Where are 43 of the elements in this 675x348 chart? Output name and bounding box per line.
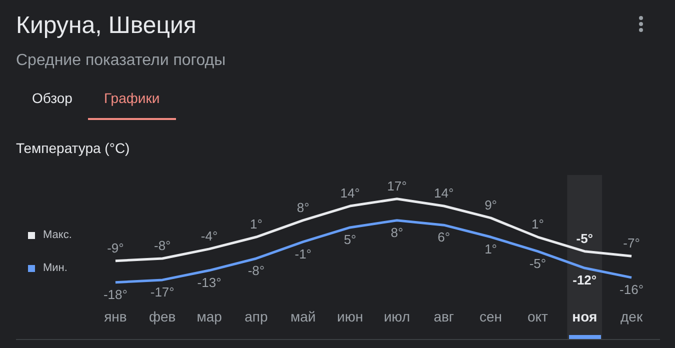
- x-tick-label: май: [290, 308, 316, 324]
- data-label: 1°: [250, 216, 262, 232]
- x-tick-label: июл: [384, 308, 410, 324]
- legend-label: Мин.: [43, 262, 68, 274]
- data-label: -13°: [197, 274, 222, 290]
- data-label: -16°: [620, 282, 644, 298]
- x-tick-label: дек: [620, 308, 644, 324]
- x-tick-label: ноя: [572, 308, 598, 324]
- x-tick-label: апр: [244, 308, 268, 324]
- x-tick-label: авг: [434, 308, 454, 324]
- data-label: 14°: [340, 186, 360, 201]
- data-label: 5°: [344, 232, 356, 248]
- data-label: 14°: [434, 186, 454, 201]
- text: Обзор: [32, 90, 72, 106]
- x-tick-label: фев: [149, 308, 176, 324]
- data-label: -5°: [576, 230, 594, 246]
- data-label: -9°: [107, 240, 124, 256]
- data-label: -1°: [294, 246, 312, 262]
- data-label: 6°: [438, 230, 450, 245]
- x-tick-label: сен: [480, 308, 502, 324]
- data-label: 8°: [390, 224, 404, 240]
- y-axis-title: Температура (°C): [16, 140, 130, 156]
- data-label: -18°: [103, 286, 128, 302]
- data-label: 8°: [296, 200, 310, 215]
- chart-title: Кируна, Швеция: [16, 12, 196, 40]
- x-tick-label: мар: [196, 308, 222, 324]
- legend-label: Макс.: [43, 229, 72, 241]
- x-tick-label: окт: [527, 308, 549, 324]
- data-label: 17°: [387, 178, 407, 194]
- data-label: 1°: [484, 242, 498, 257]
- data-label: -4°: [200, 228, 218, 244]
- data-label: 1°: [531, 216, 544, 232]
- x-tick-label: янв: [104, 308, 127, 324]
- data-label: -5°: [529, 256, 546, 271]
- data-label: 9°: [484, 198, 498, 213]
- data-label: -7°: [623, 236, 640, 251]
- data-label: -8°: [248, 263, 265, 278]
- data-label: -8°: [154, 238, 171, 254]
- data-label: -12°: [572, 272, 597, 288]
- x-tick-label: июн: [337, 308, 364, 324]
- text: Графики: [104, 90, 160, 106]
- data-label: -17°: [150, 284, 174, 300]
- chart-subtitle: Средние показатели погоды: [16, 52, 226, 70]
